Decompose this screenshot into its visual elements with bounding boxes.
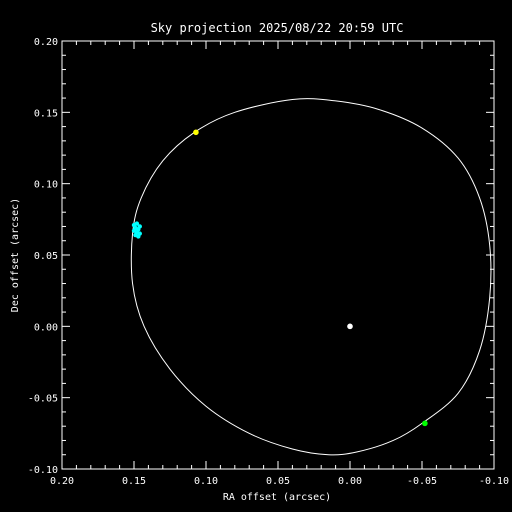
orbit-ellipse bbox=[130, 98, 492, 456]
y-tick-label: 0.15 bbox=[34, 108, 58, 119]
x-tick-label: 0.10 bbox=[194, 476, 218, 487]
cyan-cluster bbox=[131, 221, 142, 239]
markers bbox=[193, 129, 428, 427]
y-tick-label: 0.00 bbox=[34, 322, 58, 333]
y-tick-label: -0.10 bbox=[28, 465, 58, 476]
x-tick-label: -0.10 bbox=[479, 476, 509, 487]
y-axis-label: Dec offset (arcsec) bbox=[10, 198, 21, 312]
x-axis-label: RA offset (arcsec) bbox=[223, 492, 331, 503]
cyan-point bbox=[136, 234, 141, 239]
marker-point bbox=[422, 420, 428, 427]
x-tick-label: 0.00 bbox=[338, 476, 362, 487]
marker-point bbox=[193, 129, 199, 136]
marker-point bbox=[347, 323, 353, 330]
x-tick-label: -0.05 bbox=[407, 476, 437, 487]
y-axis: 0.20 0.15 0.10 0.05 0.00 -0.05 -0.10 bbox=[28, 37, 494, 476]
x-tick-label: 0.15 bbox=[122, 476, 146, 487]
chart-title: Sky projection 2025/08/22 20:59 UTC bbox=[151, 21, 404, 35]
x-tick-label: 0.20 bbox=[50, 476, 74, 487]
x-axis: 0.20 0.15 0.10 0.05 0.00 -0.05 -0.10 bbox=[50, 41, 509, 487]
y-tick-label: 0.20 bbox=[34, 37, 58, 48]
x-tick-label: 0.05 bbox=[266, 476, 290, 487]
y-tick-label: -0.05 bbox=[28, 394, 58, 405]
y-tick-label: 0.10 bbox=[34, 180, 58, 191]
y-tick-label: 0.05 bbox=[34, 251, 58, 262]
